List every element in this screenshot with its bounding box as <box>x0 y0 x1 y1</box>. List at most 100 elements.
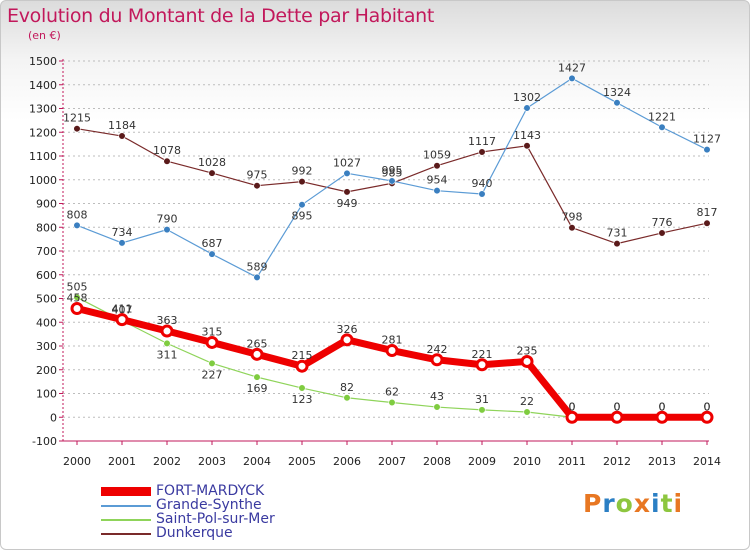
legend-label: Grande-Synthe <box>156 497 262 513</box>
x-tick-label: 2012 <box>603 455 631 468</box>
data-label: 1027 <box>333 156 361 169</box>
data-point <box>298 201 306 209</box>
data-point <box>388 177 396 185</box>
data-label: 221 <box>472 348 493 361</box>
data-point <box>205 335 219 349</box>
y-tick-label: 900 <box>36 198 57 211</box>
data-label: 0 <box>704 400 711 413</box>
x-tick-label: 2004 <box>243 455 271 468</box>
data-label: 0 <box>569 400 576 413</box>
data-label: 995 <box>382 164 403 177</box>
data-label: 1302 <box>513 91 541 104</box>
legend-label: Dunkerque <box>156 525 233 541</box>
data-point <box>295 359 309 373</box>
data-label: 776 <box>652 216 673 229</box>
data-point <box>118 132 126 140</box>
data-label: 808 <box>67 208 88 221</box>
y-tick-label: 1500 <box>29 55 57 68</box>
data-label: 1143 <box>513 129 541 142</box>
data-point <box>253 373 261 381</box>
data-label: 326 <box>337 323 358 336</box>
data-point <box>163 226 171 234</box>
logo-letter: r <box>602 489 616 518</box>
x-tick-label: 2001 <box>108 455 136 468</box>
data-point <box>433 162 441 170</box>
logo-letter: o <box>615 489 634 518</box>
x-tick-label: 2014 <box>693 455 721 468</box>
x-tick-label: 2000 <box>63 455 91 468</box>
data-point <box>343 188 351 196</box>
data-point <box>520 354 534 368</box>
data-point <box>73 125 81 133</box>
legend-swatch <box>101 519 151 521</box>
data-point <box>388 398 396 407</box>
data-label: 227 <box>202 368 223 381</box>
y-tick-label: 1100 <box>29 150 57 163</box>
chart-title: Evolution du Montant de la Dette par Hab… <box>7 5 435 27</box>
y-tick-label: 700 <box>36 245 57 258</box>
y-tick-label: 200 <box>36 364 57 377</box>
y-tick-label: 0 <box>50 411 57 424</box>
x-tick-label: 2009 <box>468 455 496 468</box>
data-label: 82 <box>340 381 354 394</box>
logo-letter: t <box>660 489 674 518</box>
data-point <box>163 157 171 165</box>
y-tick-label: 800 <box>36 221 57 234</box>
x-tick-label: 2013 <box>648 455 676 468</box>
data-point <box>340 333 354 347</box>
logo-letter: x <box>633 489 651 518</box>
data-label: 954 <box>427 174 448 187</box>
data-label: 687 <box>202 237 223 250</box>
data-label: 1324 <box>603 86 631 99</box>
data-point <box>253 273 261 281</box>
data-point <box>250 347 264 361</box>
data-label: 1059 <box>423 149 451 162</box>
data-point <box>568 224 576 232</box>
data-label: 1221 <box>648 110 676 123</box>
y-tick-label: -100 <box>32 435 57 448</box>
data-point <box>115 313 129 327</box>
data-label: 1184 <box>108 119 136 132</box>
data-point <box>298 178 306 186</box>
data-point <box>478 406 486 414</box>
data-point <box>478 190 486 198</box>
y-tick-label: 1000 <box>29 174 57 187</box>
data-label: 0 <box>614 400 621 413</box>
data-point <box>703 219 711 227</box>
data-label: 363 <box>157 314 178 327</box>
data-point <box>118 239 126 247</box>
data-point <box>298 384 306 392</box>
legend-label: Saint-Pol-sur-Mer <box>156 511 275 527</box>
x-tick-label: 2006 <box>333 455 361 468</box>
data-label: 407 <box>112 304 133 317</box>
data-point <box>613 240 621 248</box>
data-label: 281 <box>382 334 403 347</box>
data-label: 940 <box>472 177 493 190</box>
data-point <box>343 169 351 177</box>
proxiti-logo: Proxiti <box>583 489 683 518</box>
data-point <box>658 123 666 131</box>
data-label: 458 <box>67 291 88 304</box>
data-label: 62 <box>385 386 399 399</box>
data-label: 0 <box>704 400 711 413</box>
y-tick-label: 300 <box>36 340 57 353</box>
data-point <box>253 182 261 190</box>
data-label: 985 <box>382 166 403 179</box>
x-tick-label: 2010 <box>513 455 541 468</box>
data-label: 265 <box>247 337 268 350</box>
data-label: 315 <box>202 325 223 338</box>
data-label: 1427 <box>558 61 586 74</box>
data-label: 949 <box>337 197 358 210</box>
data-label: 0 <box>659 400 666 413</box>
data-label: 1117 <box>468 135 496 148</box>
data-label: 311 <box>157 348 178 361</box>
data-point <box>430 353 444 367</box>
data-point <box>655 410 669 424</box>
data-label: 505 <box>67 280 88 293</box>
data-point <box>475 358 489 372</box>
data-label: 0 <box>569 400 576 413</box>
data-point <box>73 221 81 229</box>
data-label: 731 <box>607 227 628 240</box>
y-tick-label: 500 <box>36 293 57 306</box>
